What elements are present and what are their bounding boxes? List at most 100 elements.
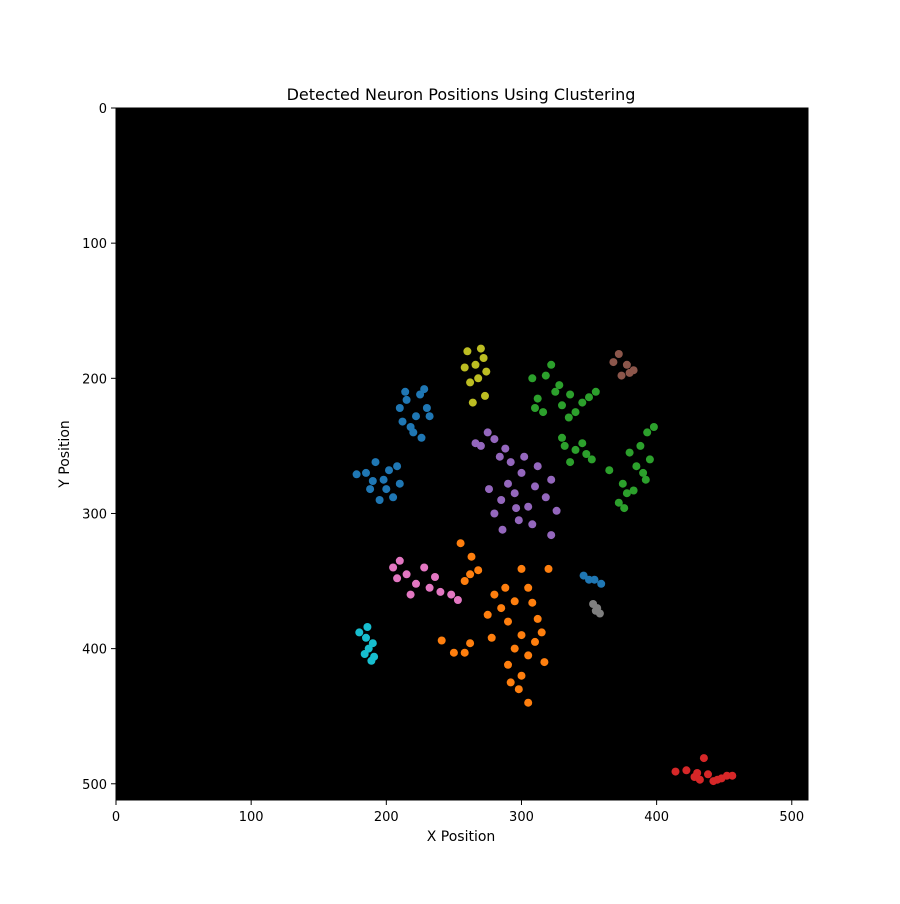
cluster-12-point-1 [355, 628, 364, 637]
cluster-1-point-6 [375, 496, 384, 504]
cluster-9-point-5 [393, 574, 402, 583]
cluster-6-point-13 [620, 504, 629, 513]
cluster-2-point-3 [597, 579, 606, 588]
cluster-10-point-0 [497, 604, 506, 613]
cluster-5-point-4 [578, 439, 587, 448]
cluster-8-point-24 [512, 504, 521, 513]
cluster-4-point-0 [551, 387, 560, 396]
cluster-6-point-11 [649, 423, 658, 431]
cluster-8-point-21 [498, 525, 507, 534]
cluster-5-point-5 [587, 455, 596, 464]
cluster-10-point-10 [510, 644, 519, 653]
cluster-7-point-4 [617, 371, 626, 380]
cluster-4-point-13 [564, 413, 573, 422]
cluster-0-point-6 [416, 390, 425, 399]
cluster-1-point-8 [393, 462, 402, 471]
cluster-8-point-14 [490, 509, 499, 518]
cluster-10-point-8 [531, 637, 539, 646]
cluster-6-point-9 [605, 466, 614, 475]
cluster-8-point-5 [506, 458, 515, 467]
cluster-10-point-12 [517, 671, 526, 680]
cluster-10-point-18 [460, 577, 469, 585]
cluster-6-point-12 [641, 475, 650, 484]
cluster-10-point-30 [540, 658, 549, 667]
cluster-4-point-14 [539, 408, 548, 417]
cluster-8-point-6 [517, 468, 526, 477]
cluster-9-point-11 [431, 573, 439, 581]
cluster-13-point-0 [699, 754, 708, 763]
cluster-5-point-0 [571, 445, 580, 454]
y-axis-label: Y Position [57, 420, 73, 489]
cluster-12-point-6 [370, 652, 379, 661]
cluster-13-point-3 [682, 766, 691, 775]
cluster-0-point-9 [425, 412, 434, 421]
y-tick-label-4: 400 [82, 643, 107, 658]
cluster-13-point-8 [728, 771, 737, 780]
cluster-4-point-11 [591, 387, 600, 396]
cluster-8-point-16 [533, 462, 542, 471]
cluster-10-point-20 [467, 552, 476, 561]
cluster-8-point-18 [528, 520, 537, 529]
cluster-13-point-4 [671, 767, 680, 776]
cluster-6-point-8 [618, 479, 627, 488]
cluster-7-point-0 [622, 360, 631, 369]
cluster-2-point-2 [590, 575, 599, 584]
plot-frame [115, 107, 809, 801]
y-tick-label-5: 500 [82, 778, 107, 793]
cluster-1-point-10 [352, 470, 361, 479]
cluster-4-point-7 [533, 394, 542, 403]
cluster-1-point-3 [366, 485, 375, 494]
cluster-9-point-3 [420, 563, 429, 572]
cluster-10-point-1 [490, 590, 499, 599]
cluster-5-point-6 [558, 433, 566, 442]
cluster-8-point-11 [541, 493, 550, 502]
cluster-1-point-5 [395, 479, 404, 488]
x-axis-ticks: 0 100 200 300 400 500 [112, 800, 804, 825]
plot-area [116, 108, 808, 800]
cluster-10-point-17 [474, 566, 483, 575]
cluster-5-point-2 [582, 450, 591, 458]
cluster-8-point-13 [514, 516, 523, 525]
cluster-4-point-6 [585, 393, 593, 402]
cluster-4-point-2 [558, 401, 566, 410]
cluster-11-point-3 [591, 606, 600, 615]
x-tick-label-4: 400 [644, 810, 669, 825]
cluster-6-point-10 [629, 486, 638, 495]
cluster-3-point-7 [476, 344, 485, 353]
cluster-8-point-1 [483, 428, 492, 437]
cluster-12-point-3 [363, 623, 372, 631]
cluster-13-point-10 [695, 775, 704, 784]
cluster-0-point-10 [417, 433, 426, 442]
cluster-6-point-3 [622, 489, 631, 498]
cluster-7-point-5 [629, 366, 638, 375]
cluster-1-point-2 [389, 493, 398, 502]
cluster-1-point-9 [382, 485, 391, 494]
cluster-0-point-1 [402, 395, 411, 404]
cluster-4-point-12 [531, 404, 539, 412]
cluster-3-point-5 [482, 367, 491, 376]
cluster-6-point-6 [636, 441, 645, 450]
points-layer [352, 344, 737, 786]
x-tick-label-3: 300 [509, 810, 534, 825]
cluster-3-point-2 [479, 354, 488, 362]
x-tick-label-1: 100 [239, 810, 264, 825]
cluster-10-point-2 [504, 617, 512, 626]
cluster-10-point-26 [449, 648, 458, 657]
cluster-0-point-4 [398, 417, 407, 426]
cluster-6-point-4 [614, 498, 623, 507]
cluster-0-point-11 [401, 387, 410, 396]
cluster-0-point-8 [395, 404, 404, 412]
cluster-6-point-7 [645, 455, 654, 464]
cluster-6-point-1 [625, 448, 634, 457]
cluster-9-point-9 [447, 590, 456, 599]
cluster-10-point-16 [466, 570, 475, 579]
cluster-10-point-14 [524, 698, 533, 707]
cluster-3-point-0 [471, 360, 480, 369]
cluster-3-point-1 [463, 347, 472, 356]
cluster-9-point-7 [389, 563, 398, 572]
cluster-8-point-15 [504, 479, 512, 488]
cluster-6-point-2 [639, 468, 648, 477]
cluster-5-point-3 [566, 458, 575, 467]
cluster-9-point-10 [453, 596, 462, 604]
